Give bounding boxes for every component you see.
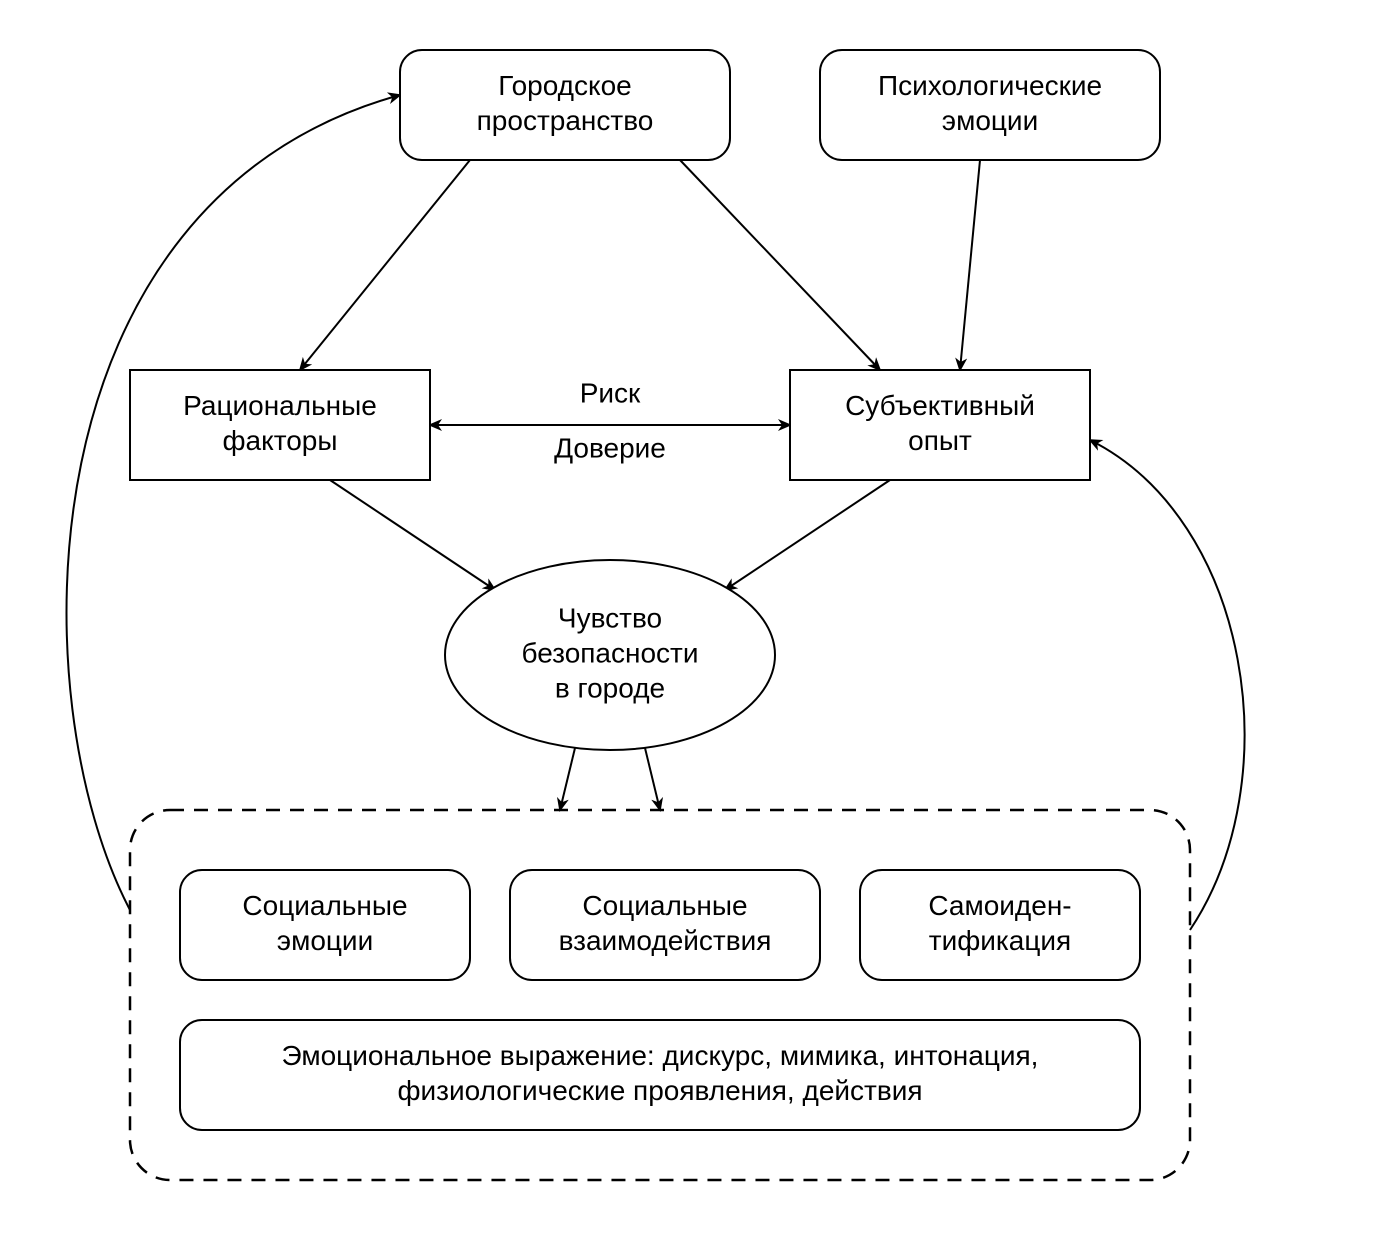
- node-urban_space: Городское пространство: [400, 50, 730, 160]
- self_id-label-line-0: Самоиден-: [928, 890, 1071, 921]
- edge-dashed_group-to-urban_space: [67, 95, 400, 910]
- node-social_inter: Социальные взаимодействия: [510, 870, 820, 980]
- emotional_expr-label-line-1: физиологические проявления, действия: [397, 1075, 922, 1106]
- nodes-layer: Городское пространство Психологические эмоц…: [130, 50, 1190, 1180]
- subjective-label-line-1: опыт: [908, 425, 972, 456]
- sense_safety-label-line-0: Чувство: [558, 602, 662, 633]
- social_emotions-label-line-1: эмоции: [277, 925, 373, 956]
- edge-label-trust: Доверие: [554, 432, 666, 463]
- sense_safety-label-line-1: безопасности: [521, 637, 698, 668]
- node-emotional_expr: Эмоциональное выражение: дискурс, мимика…: [180, 1020, 1140, 1130]
- edge-urban_space-to-subjective: [680, 160, 880, 370]
- node-sense_safety: Чувство безопасности в городе: [445, 560, 775, 750]
- rational-label-line-0: Рациональные: [183, 390, 377, 421]
- edge-dashed_group-to-subjective: [1090, 440, 1245, 930]
- edge-subjective-to-sense_safety: [725, 480, 890, 590]
- edge-sense_safety-to-dashed_group: [645, 748, 660, 810]
- edge-psych_emotions-to-subjective: [960, 160, 980, 370]
- sense_safety-label-line-2: в городе: [555, 672, 665, 703]
- urban_space-label-line-1: пространство: [477, 105, 654, 136]
- edge-sense_safety-to-dashed_group: [560, 748, 575, 810]
- node-psych_emotions: Психологические эмоции: [820, 50, 1160, 160]
- social_emotions-label-line-0: Социальные: [242, 890, 407, 921]
- urban_space-label-line-0: Городское: [498, 70, 631, 101]
- social_inter-label-line-1: взаимодействия: [559, 925, 772, 956]
- edges-layer: [67, 95, 1245, 930]
- diagram-canvas: Городское пространство Психологические эмоц…: [0, 0, 1376, 1248]
- psych_emotions-label-line-1: эмоции: [942, 105, 1038, 136]
- edge-urban_space-to-rational: [300, 160, 470, 370]
- node-subjective: Субъективный опыт: [790, 370, 1090, 480]
- node-social_emotions: Социальные эмоции: [180, 870, 470, 980]
- psych_emotions-label-line-0: Психологические: [878, 70, 1102, 101]
- edge-labels-layer: Риск Доверие: [554, 377, 666, 463]
- subjective-label-line-0: Субъективный: [845, 390, 1035, 421]
- rational-label-line-1: факторы: [223, 425, 338, 456]
- node-rational: Рациональные факторы: [130, 370, 430, 480]
- node-self_id: Самоиден-тификация: [860, 870, 1140, 980]
- social_inter-label-line-0: Социальные: [582, 890, 747, 921]
- edge-label-risk: Риск: [580, 377, 641, 408]
- edge-rational-to-sense_safety: [330, 480, 495, 590]
- self_id-label-line-1: тификация: [929, 925, 1071, 956]
- emotional_expr-label-line-0: Эмоциональное выражение: дискурс, мимика…: [282, 1040, 1039, 1071]
